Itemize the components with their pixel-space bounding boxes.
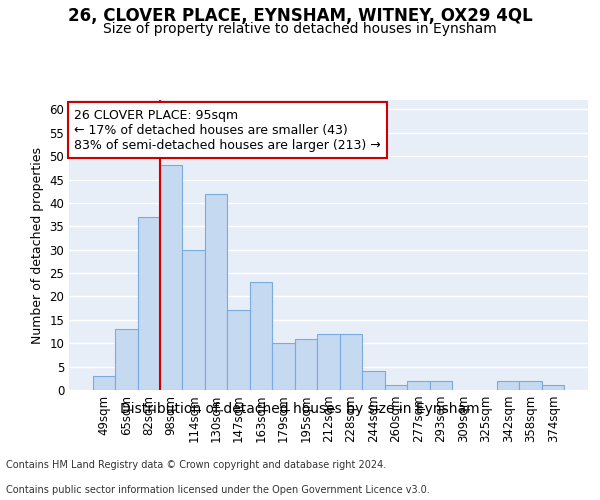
Text: Contains public sector information licensed under the Open Government Licence v3: Contains public sector information licen… [6,485,430,495]
Bar [497,380,520,390]
Text: Distribution of detached houses by size in Eynsham: Distribution of detached houses by size … [120,402,480,416]
Bar [295,338,317,390]
Bar [272,343,295,390]
Bar [115,329,137,390]
Bar [430,380,452,390]
Bar [385,386,407,390]
Text: Size of property relative to detached houses in Eynsham: Size of property relative to detached ho… [103,22,497,36]
Bar [407,380,430,390]
Bar [92,376,115,390]
Bar [160,166,182,390]
Bar [542,386,565,390]
Text: Contains HM Land Registry data © Crown copyright and database right 2024.: Contains HM Land Registry data © Crown c… [6,460,386,470]
Y-axis label: Number of detached properties: Number of detached properties [31,146,44,344]
Bar [250,282,272,390]
Bar [205,194,227,390]
Bar [362,372,385,390]
Text: 26 CLOVER PLACE: 95sqm
← 17% of detached houses are smaller (43)
83% of semi-det: 26 CLOVER PLACE: 95sqm ← 17% of detached… [74,108,381,152]
Bar [317,334,340,390]
Bar [340,334,362,390]
Bar [520,380,542,390]
Text: 26, CLOVER PLACE, EYNSHAM, WITNEY, OX29 4QL: 26, CLOVER PLACE, EYNSHAM, WITNEY, OX29 … [68,8,532,26]
Bar [137,217,160,390]
Bar [182,250,205,390]
Bar [227,310,250,390]
